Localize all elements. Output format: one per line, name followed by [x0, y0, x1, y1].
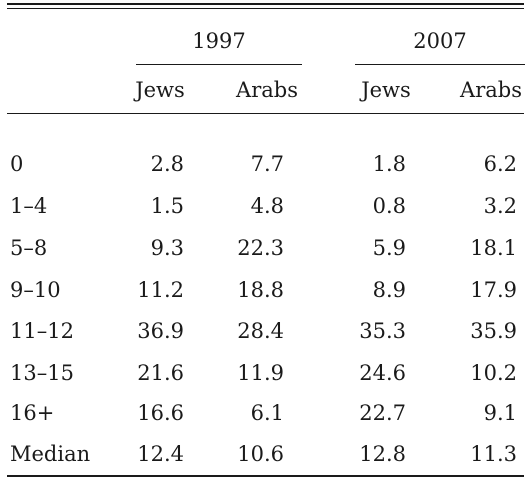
table-cell: 5.9: [372, 236, 406, 260]
table-cell: 6.2: [483, 152, 517, 176]
table-cell: 3.2: [483, 194, 517, 218]
table-cell: 4.8: [250, 194, 284, 218]
table-cell: 6.1: [250, 401, 284, 425]
bottom-rule: [7, 475, 524, 477]
table-cell: 2.8: [150, 152, 184, 176]
table-cell: 21.6: [137, 361, 184, 385]
table-cell: 16.6: [137, 401, 184, 425]
table-cell: 9.3: [150, 236, 184, 260]
group-rule-1997: [136, 64, 302, 65]
top-rule-thin: [7, 8, 524, 9]
header-rule: [7, 113, 524, 114]
table-cell: 11.3: [470, 442, 517, 466]
table-cell: 36.9: [137, 319, 184, 343]
top-rule: [7, 3, 524, 5]
table-cell: 24.6: [359, 361, 406, 385]
table-cell: 18.8: [237, 278, 284, 302]
table-cell: 11.2: [137, 278, 184, 302]
row-label: 5–8: [10, 236, 48, 260]
table-cell: 35.3: [359, 319, 406, 343]
table-cell: 12.8: [359, 442, 406, 466]
table-cell: 22.3: [237, 236, 284, 260]
row-label: 0: [10, 152, 24, 176]
group-rule-2007: [355, 64, 525, 65]
group-header-1997: 1997: [192, 29, 246, 53]
group-header-2007: 2007: [413, 29, 467, 53]
col-header-1997-arabs: Arabs: [236, 78, 298, 102]
row-label: 1–4: [10, 194, 48, 218]
table-cell: 17.9: [470, 278, 517, 302]
row-label: Median: [10, 442, 91, 466]
table-cell: 7.7: [250, 152, 284, 176]
table-cell: 0.8: [372, 194, 406, 218]
table-cell: 18.1: [470, 236, 517, 260]
table-cell: 28.4: [237, 319, 284, 343]
table-cell: 10.6: [237, 442, 284, 466]
table-cell: 8.9: [372, 278, 406, 302]
table-cell: 11.9: [237, 361, 284, 385]
table-cell: 10.2: [470, 361, 517, 385]
row-label: 16+: [10, 401, 55, 425]
table-cell: 1.5: [150, 194, 184, 218]
row-label: 9–10: [10, 278, 61, 302]
col-header-2007-jews: Jews: [361, 78, 411, 102]
row-label: 11–12: [10, 319, 74, 343]
col-header-2007-arabs: Arabs: [460, 78, 522, 102]
table-cell: 22.7: [359, 401, 406, 425]
row-label: 13–15: [10, 361, 74, 385]
col-header-1997-jews: Jews: [135, 78, 185, 102]
table-cell: 9.1: [483, 401, 517, 425]
table-cell: 12.4: [137, 442, 184, 466]
table-cell: 35.9: [470, 319, 517, 343]
table-cell: 1.8: [372, 152, 406, 176]
